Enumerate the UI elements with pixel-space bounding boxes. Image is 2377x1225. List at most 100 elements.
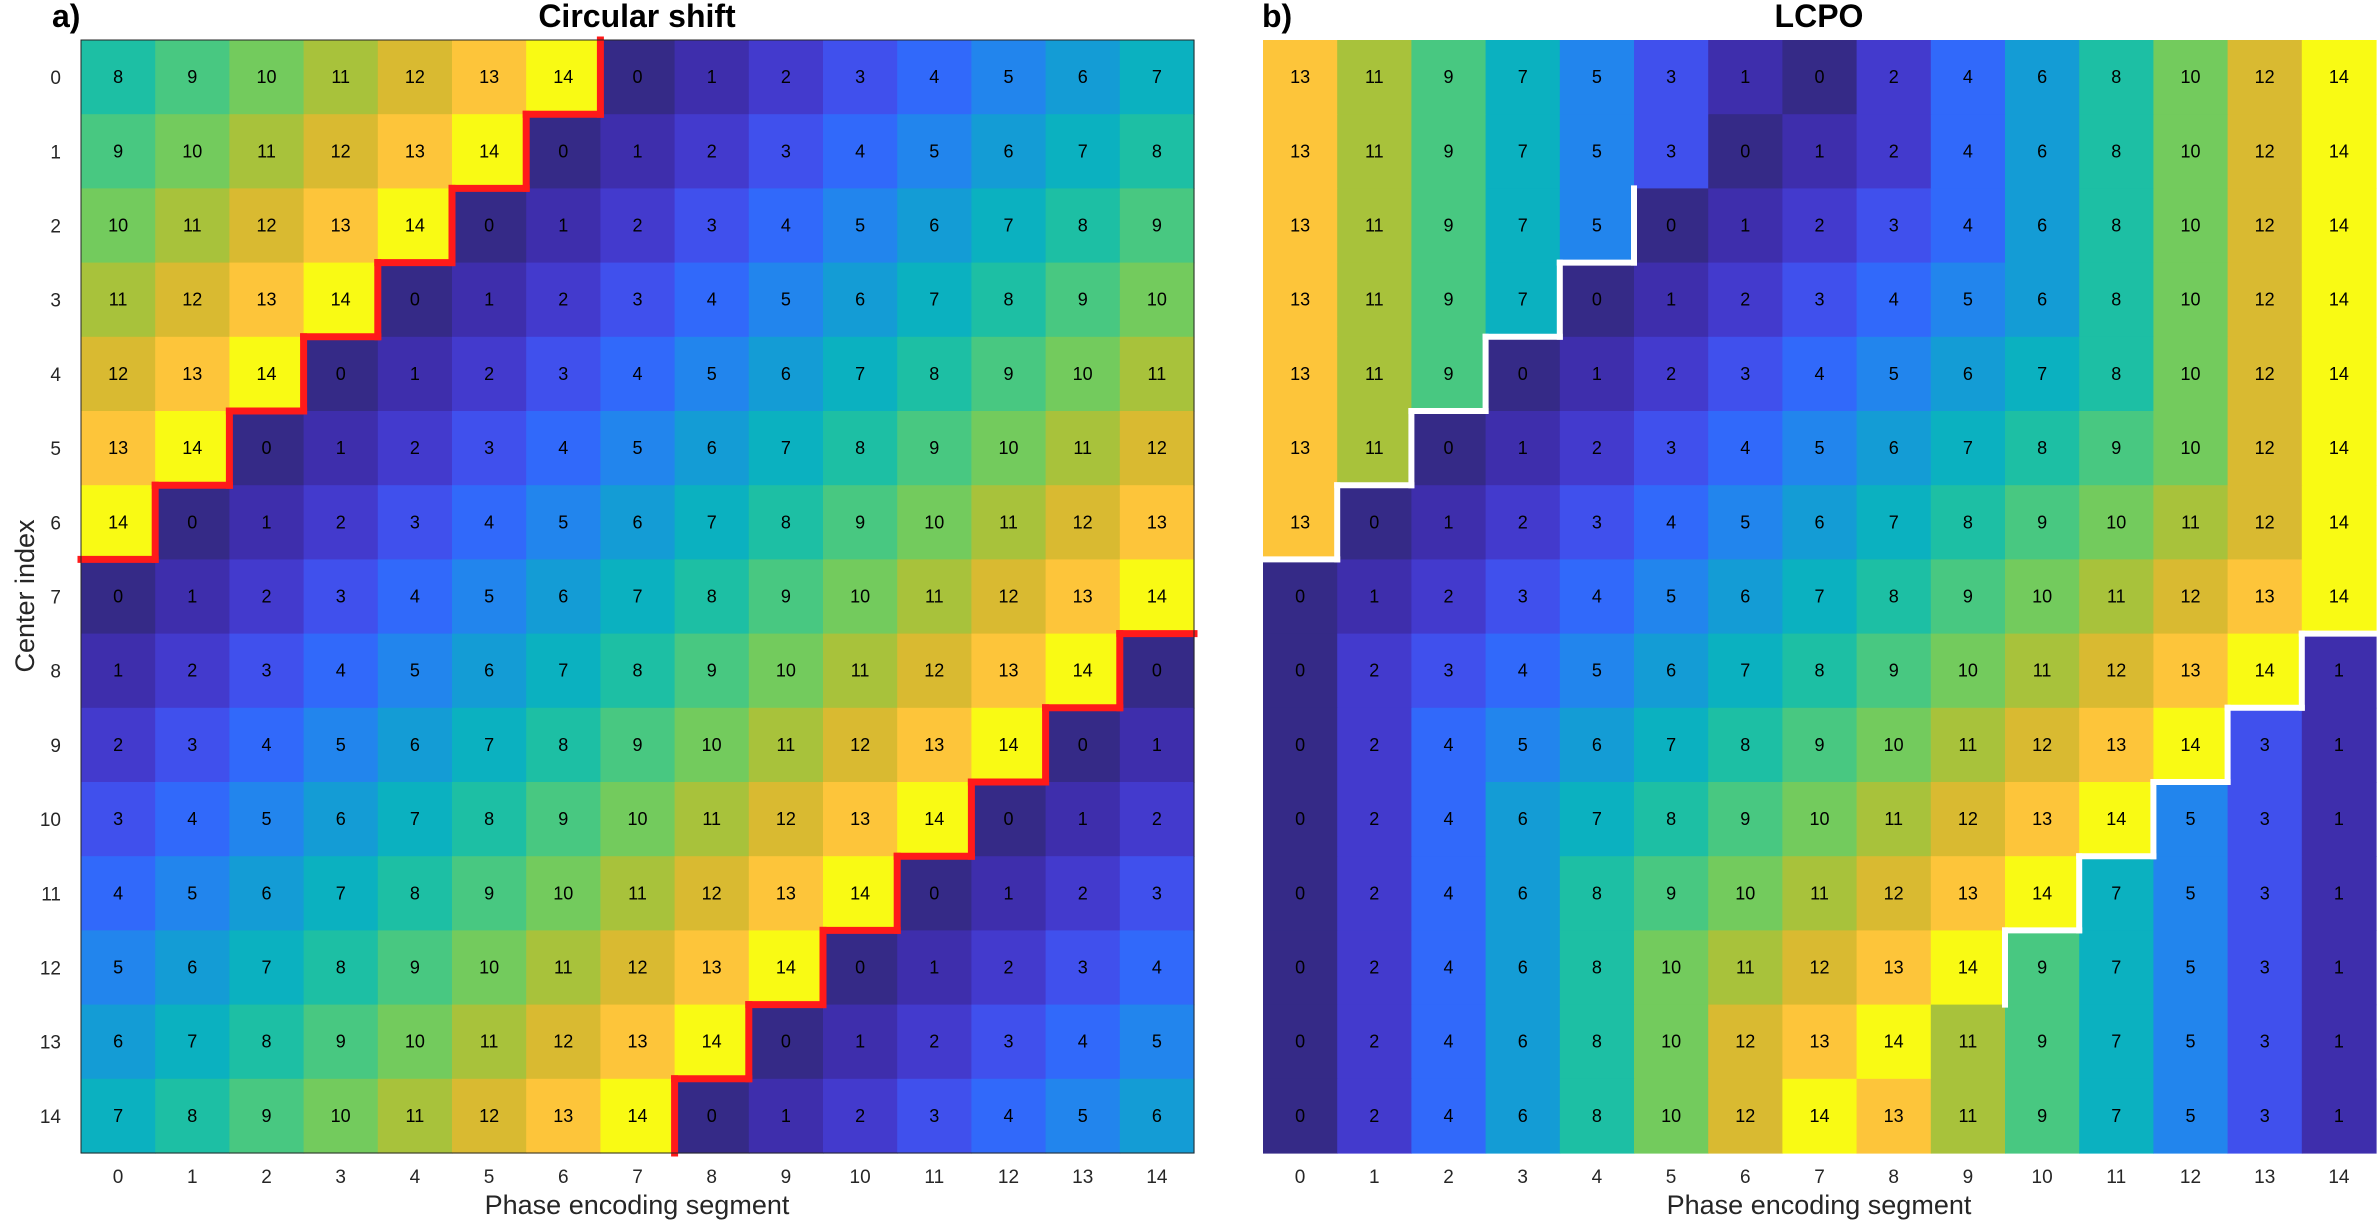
cell-value-label: 9 [2037, 958, 2047, 978]
cell-value-label: 11 [925, 587, 944, 607]
cell-value-label: 0 [1295, 587, 1305, 607]
heatmap-cell [1856, 262, 1932, 338]
cell-value-label: 1 [2334, 735, 2344, 755]
heatmap-cell [377, 633, 453, 709]
cell-value-label: 10 [850, 587, 870, 607]
cell-value-label: 0 [558, 141, 568, 161]
heatmap-cell [2005, 1078, 2080, 1154]
heatmap-cell [1559, 188, 1635, 264]
cell-value-label: 5 [410, 661, 420, 681]
cell-value-label: 5 [1592, 141, 1602, 161]
heatmap-cell [1119, 633, 1195, 709]
heatmap-cell [81, 262, 156, 338]
heatmap-cell [1782, 1078, 1858, 1154]
heatmap-cell [303, 1004, 379, 1080]
cell-value-label: 13 [2106, 735, 2126, 755]
heatmap-cell [748, 1078, 824, 1154]
cell-value-label: 6 [410, 735, 420, 755]
heatmap-cell [155, 559, 230, 635]
x-tick-label: 2 [261, 1167, 272, 1188]
x-tick-label: 3 [1517, 1167, 1528, 1188]
cell-value-label: 2 [410, 438, 420, 458]
heatmap-cell [823, 559, 898, 635]
cell-value-label: 12 [998, 587, 1018, 607]
cell-value-label: 6 [336, 809, 346, 829]
cell-value-label: 9 [1443, 67, 1453, 87]
heatmap-cell [1559, 485, 1635, 560]
cell-value-label: 9 [855, 512, 865, 532]
cell-value-label: 13 [1290, 290, 1310, 310]
heatmap-cell [2301, 40, 2377, 115]
heatmap-cell [2301, 559, 2377, 635]
heatmap-cell [2301, 856, 2377, 931]
heatmap-cell [971, 1004, 1047, 1080]
cell-value-label: 1 [261, 512, 271, 532]
heatmap-cell [823, 782, 898, 857]
heatmap-cell [377, 262, 453, 338]
cell-value-label: 14 [1147, 587, 1167, 607]
heatmap-cell [1263, 262, 1338, 338]
cell-value-label: 4 [1443, 883, 1453, 903]
cell-value-label: 14 [2329, 290, 2349, 310]
cell-value-label: 7 [707, 512, 717, 532]
heatmap-cell [2227, 1078, 2303, 1154]
cell-value-label: 14 [776, 958, 796, 978]
y-tick-label: 0 [50, 68, 61, 89]
cell-value-label: 1 [2334, 1106, 2344, 1126]
cell-value-label: 9 [336, 1032, 346, 1052]
heatmap-cell [377, 1078, 453, 1154]
cell-value-label: 13 [553, 1106, 573, 1126]
cell-value-label: 4 [336, 661, 346, 681]
heatmap-cell [2301, 485, 2377, 560]
cell-value-label: 8 [2111, 216, 2121, 236]
heatmap-cell [377, 782, 453, 857]
heatmap-cell [823, 411, 898, 486]
cell-value-label: 7 [2111, 1106, 2121, 1126]
boundary-line-b [1260, 185, 2377, 1008]
cell-value-label: 3 [2260, 1032, 2270, 1052]
cell-value-label: 7 [1740, 661, 1750, 681]
cell-value-label: 1 [632, 141, 642, 161]
cell-value-label: 9 [929, 438, 939, 458]
cell-value-label: 11 [1959, 1032, 1978, 1052]
heatmap-cell [1119, 782, 1195, 857]
cell-value-label: 0 [1295, 1032, 1305, 1052]
heatmap-cell [600, 707, 676, 783]
cell-value-label: 13 [1884, 1106, 1904, 1126]
cell-value-label: 1 [1443, 512, 1453, 532]
heatmap-cell [1411, 411, 1487, 486]
cell-value-label: 9 [2037, 1032, 2047, 1052]
heatmap-cell [1930, 188, 2006, 264]
heatmap-cell [1856, 411, 1932, 486]
heatmap-cell [526, 188, 601, 264]
cell-value-label: 0 [1295, 958, 1305, 978]
cell-value-label: 1 [1814, 141, 1824, 161]
heatmap-cell [229, 485, 305, 560]
cell-value-label: 3 [1518, 587, 1528, 607]
heatmap-cell [526, 559, 601, 635]
x-tick-label: 13 [2254, 1167, 2275, 1188]
y-tick-label: 4 [50, 365, 61, 386]
heatmap-cell [1337, 188, 1412, 264]
heatmap-cell [81, 559, 156, 635]
heatmap-cell [600, 1004, 676, 1080]
cell-value-label: 13 [702, 958, 722, 978]
cell-value-label: 11 [2033, 661, 2052, 681]
cell-value-label: 5 [1518, 735, 1528, 755]
cell-value-label: 10 [1735, 883, 1755, 903]
cell-value-label: 11 [1073, 438, 1092, 458]
cell-value-label: 5 [2185, 1106, 2195, 1126]
cell-value-label: 6 [1666, 661, 1676, 681]
cell-value-label: 2 [781, 67, 791, 87]
cell-value-label: 0 [707, 1106, 717, 1126]
cell-value-label: 14 [2032, 883, 2052, 903]
cell-value-label: 13 [1073, 587, 1093, 607]
heatmap-cell [1485, 485, 1561, 560]
heatmap-cell [229, 114, 305, 189]
x-tick-label: 13 [1072, 1167, 1093, 1188]
cell-value-label: 7 [1518, 290, 1528, 310]
heatmap-cell [1119, 188, 1195, 264]
x-tick-labels-a: 0 1 2 3 4 5 6 7 8 9 10 11 12 13 14 [113, 1167, 1168, 1188]
heatmap-cell [600, 411, 676, 486]
cell-value-label: 2 [1814, 216, 1824, 236]
